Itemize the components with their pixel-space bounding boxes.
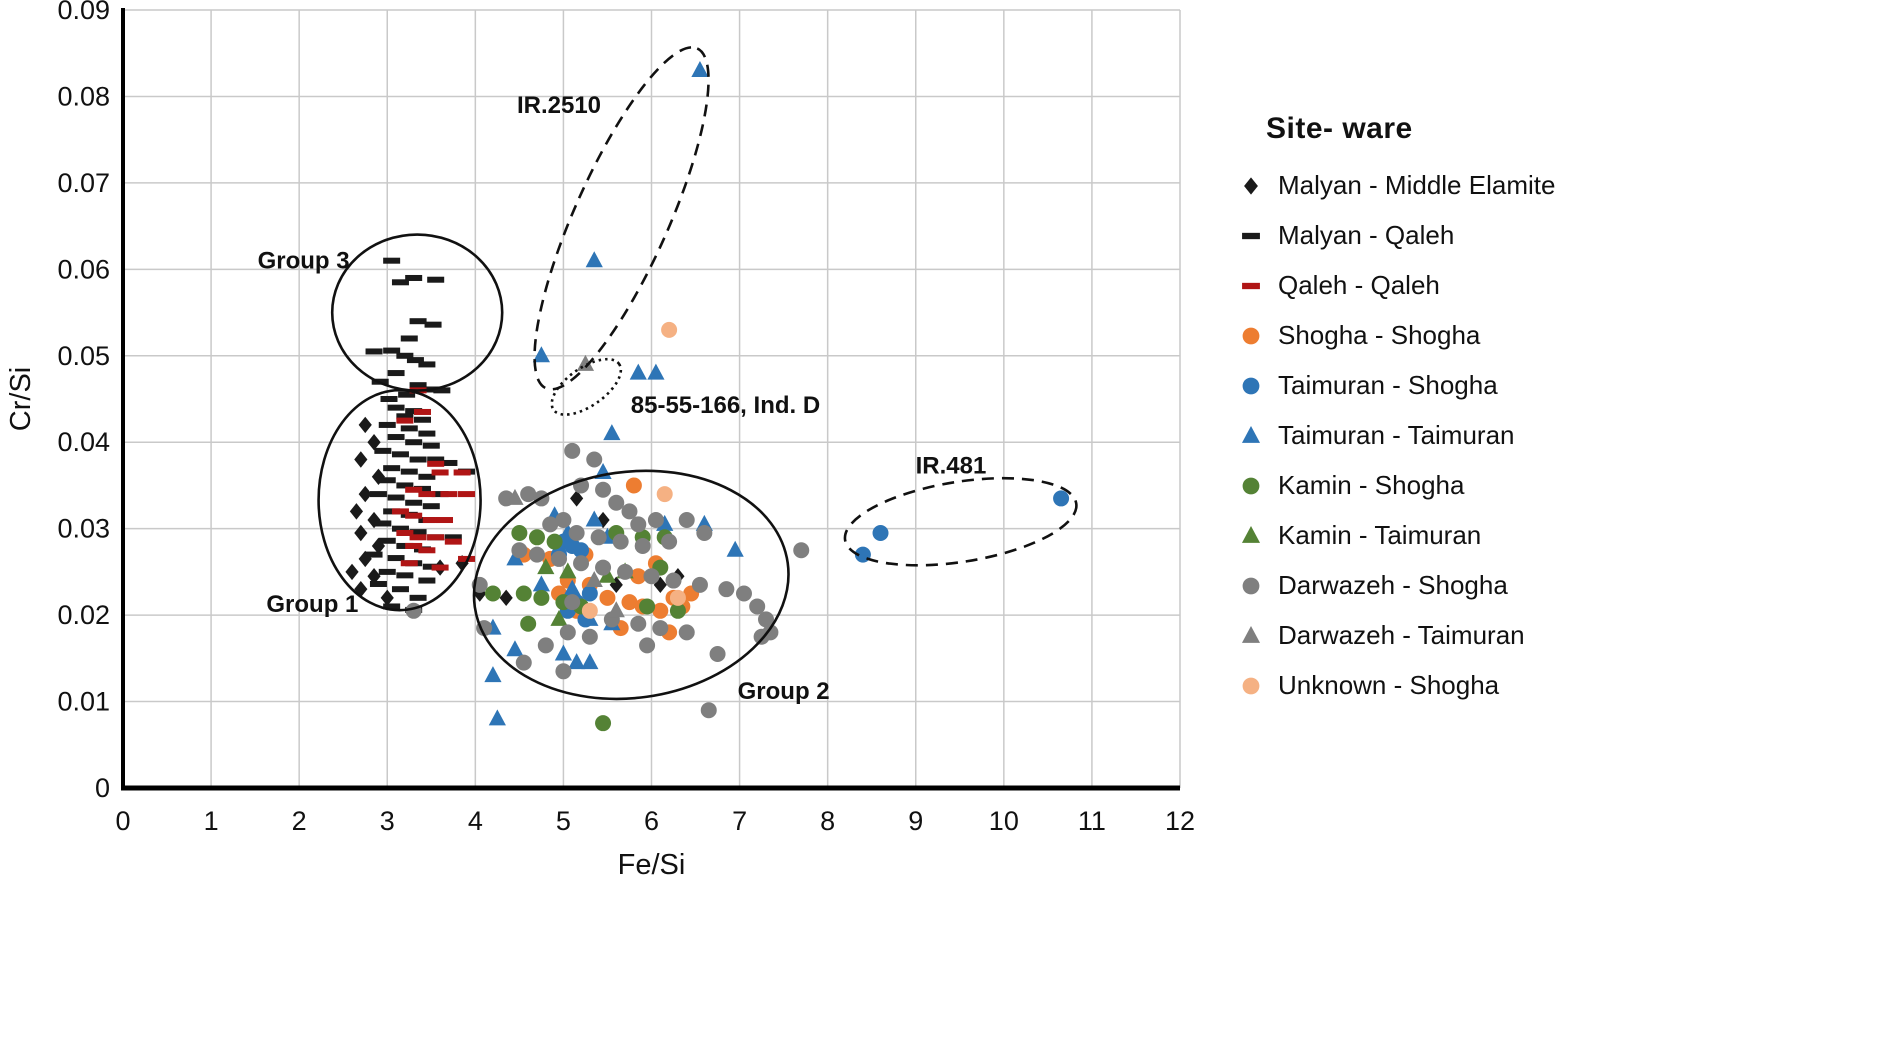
legend-item-label: Kamin - Shogha bbox=[1278, 469, 1465, 500]
svg-text:Fe/Si: Fe/Si bbox=[618, 849, 686, 881]
svg-text:0: 0 bbox=[95, 773, 110, 803]
svg-text:85-55-166, Ind. D: 85-55-166, Ind. D bbox=[631, 392, 820, 419]
svg-text:0.06: 0.06 bbox=[57, 254, 110, 284]
svg-text:0.02: 0.02 bbox=[57, 600, 110, 630]
svg-text:IR.2510: IR.2510 bbox=[517, 92, 601, 119]
legend-item: Kamin - Shogha bbox=[1236, 460, 1876, 510]
svg-text:12: 12 bbox=[1165, 806, 1195, 836]
svg-text:0.03: 0.03 bbox=[57, 514, 110, 544]
circle-marker-icon bbox=[1242, 327, 1260, 345]
triangle-marker-icon bbox=[1241, 426, 1261, 443]
legend-item: Darwazeh - Taimuran bbox=[1236, 610, 1876, 660]
svg-text:3: 3 bbox=[380, 806, 395, 836]
triangle-marker-icon bbox=[1241, 626, 1261, 643]
scatter-plot: IR.2510 Group 3 Group 1 85-55-166, Ind. D IR… bbox=[5, 0, 1195, 881]
circle-marker-icon bbox=[1242, 577, 1260, 595]
svg-text:10: 10 bbox=[989, 806, 1019, 836]
svg-text:11: 11 bbox=[1078, 806, 1106, 836]
legend-item: Unknown - Shogha bbox=[1236, 660, 1876, 710]
legend-item-label: Taimuran - Shogha bbox=[1278, 369, 1498, 400]
svg-text:5: 5 bbox=[556, 806, 571, 836]
svg-text:2: 2 bbox=[292, 806, 307, 836]
diamond-marker-icon bbox=[1244, 177, 1258, 195]
legend-item: Darwazeh - Shogha bbox=[1236, 560, 1876, 610]
legend: Site- ware Malyan - Middle Elamite Malyan… bbox=[1236, 112, 1876, 710]
svg-text:0.01: 0.01 bbox=[57, 687, 110, 717]
triangle-marker-icon bbox=[1241, 526, 1261, 543]
svg-text:0.04: 0.04 bbox=[57, 427, 110, 457]
svg-text:Cr/Si: Cr/Si bbox=[5, 367, 37, 431]
legend-item-label: Kamin - Taimuran bbox=[1278, 519, 1482, 550]
legend-item-label: Malyan - Qaleh bbox=[1278, 219, 1455, 250]
scatter-plot-svg: IR.2510 Group 3 Group 1 85-55-166, Ind. D IR… bbox=[5, 0, 1195, 881]
svg-text:6: 6 bbox=[644, 806, 659, 836]
legend-item-label: Taimuran - Taimuran bbox=[1278, 419, 1515, 450]
svg-text:0.09: 0.09 bbox=[57, 0, 110, 25]
legend-items: Malyan - Middle Elamite Malyan - Qaleh Qal… bbox=[1236, 160, 1876, 710]
dash-marker-icon bbox=[1242, 282, 1260, 290]
svg-text:4: 4 bbox=[468, 806, 483, 836]
legend-item-label: Malyan - Middle Elamite bbox=[1278, 169, 1556, 200]
legend-item-label: Darwazeh - Shogha bbox=[1278, 569, 1508, 600]
svg-text:8: 8 bbox=[820, 806, 835, 836]
svg-text:Group 1: Group 1 bbox=[266, 591, 358, 618]
svg-text:9: 9 bbox=[908, 806, 923, 836]
svg-text:1: 1 bbox=[204, 806, 219, 836]
svg-text:0.07: 0.07 bbox=[57, 168, 110, 198]
dash-marker-icon bbox=[1242, 232, 1260, 240]
legend-item-label: Shogha - Shogha bbox=[1278, 319, 1481, 350]
legend-item: Malyan - Qaleh bbox=[1236, 210, 1876, 260]
svg-text:0: 0 bbox=[115, 806, 130, 836]
legend-item-label: Qaleh - Qaleh bbox=[1278, 269, 1440, 300]
svg-text:Group 3: Group 3 bbox=[258, 248, 350, 275]
legend-title: Site- ware bbox=[1266, 112, 1413, 145]
legend-item: Malyan - Middle Elamite bbox=[1236, 160, 1876, 210]
svg-text:0.08: 0.08 bbox=[57, 81, 110, 111]
legend-item: Qaleh - Qaleh bbox=[1236, 260, 1876, 310]
circle-marker-icon bbox=[1242, 677, 1260, 695]
legend-item: Shogha - Shogha bbox=[1236, 310, 1876, 360]
legend-item-label: Darwazeh - Taimuran bbox=[1278, 619, 1525, 650]
legend-item-label: Unknown - Shogha bbox=[1278, 669, 1500, 700]
legend-item: Taimuran - Taimuran bbox=[1236, 410, 1876, 460]
svg-text:IR.481: IR.481 bbox=[916, 453, 987, 480]
svg-text:0.05: 0.05 bbox=[57, 341, 110, 371]
legend-item: Taimuran - Shogha bbox=[1236, 360, 1876, 410]
svg-text:Group 2: Group 2 bbox=[738, 678, 830, 705]
circle-marker-icon bbox=[1242, 377, 1260, 395]
svg-text:7: 7 bbox=[732, 806, 747, 836]
legend-item: Kamin - Taimuran bbox=[1236, 510, 1876, 560]
circle-marker-icon bbox=[1242, 477, 1260, 495]
